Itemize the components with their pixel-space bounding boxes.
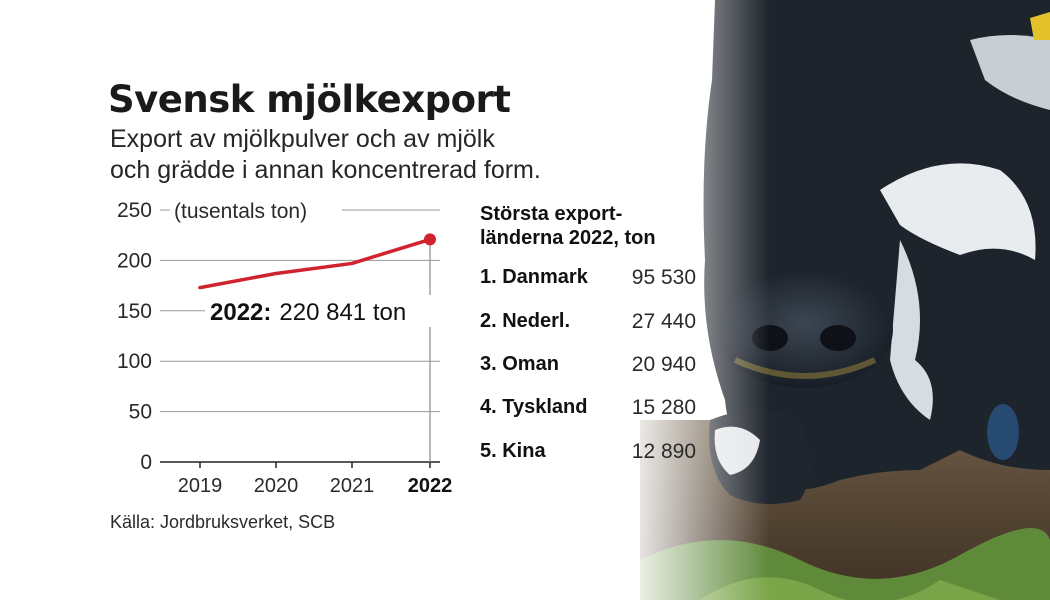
y-tick-label: 0	[140, 451, 152, 474]
highlight-point	[424, 233, 436, 246]
export-value: 27 440	[631, 310, 696, 333]
x-tick-label: 2022	[408, 475, 453, 497]
unit-label: (tusentals ton)	[174, 200, 307, 223]
table-row: 4. Tyskland 15 280	[480, 396, 696, 424]
source-note: Källa: Jordbruksverket, SCB	[110, 512, 336, 532]
y-tick-label: 100	[117, 350, 152, 373]
x-tick-label: 2021	[330, 475, 375, 497]
chart-subtitle-line-1: Export av mjölkpulver och av mjölk	[110, 125, 495, 153]
annotation-label: 2022: 220 841 ton	[210, 299, 406, 326]
y-tick-label: 50	[129, 401, 152, 424]
x-tick-label: 2020	[254, 475, 299, 497]
country-name: 2. Nederl.	[480, 310, 571, 332]
table-title: Största export- länderna 2022, ton	[480, 202, 720, 250]
country-name: 4. Tyskland	[480, 396, 588, 418]
y-tick-label: 200	[117, 249, 152, 272]
chart-title: Svensk mjölkexport	[108, 78, 511, 121]
y-tick-label: 250	[117, 199, 152, 222]
series-line	[198, 237, 432, 290]
export-value: 20 940	[631, 353, 696, 376]
table-row: 2. Nederl. 27 440	[480, 310, 696, 338]
y-tick-label: 150	[117, 300, 152, 323]
export-value: 95 530	[631, 266, 696, 289]
x-tick-label: 2019	[178, 475, 223, 497]
country-name: 1. Danmark	[480, 266, 588, 288]
annotation-year: 2022:	[210, 299, 271, 326]
export-value: 12 890	[631, 440, 696, 463]
chart-subtitle-line-2: och grädde i annan koncentrerad form.	[110, 156, 541, 184]
table-row: 1. Danmark 95 530	[480, 266, 696, 294]
table-title-line-1: Största export-	[480, 203, 623, 225]
table-title-line-2: länderna 2022, ton	[480, 227, 656, 249]
export-value: 15 280	[631, 396, 696, 419]
country-name: 5. Kina	[480, 440, 546, 462]
country-name: 3. Oman	[480, 353, 559, 375]
annotation-value: 220 841 ton	[279, 299, 406, 326]
table-row: 3. Oman 20 940	[480, 353, 696, 381]
table-row: 5. Kina 12 890	[480, 440, 696, 468]
